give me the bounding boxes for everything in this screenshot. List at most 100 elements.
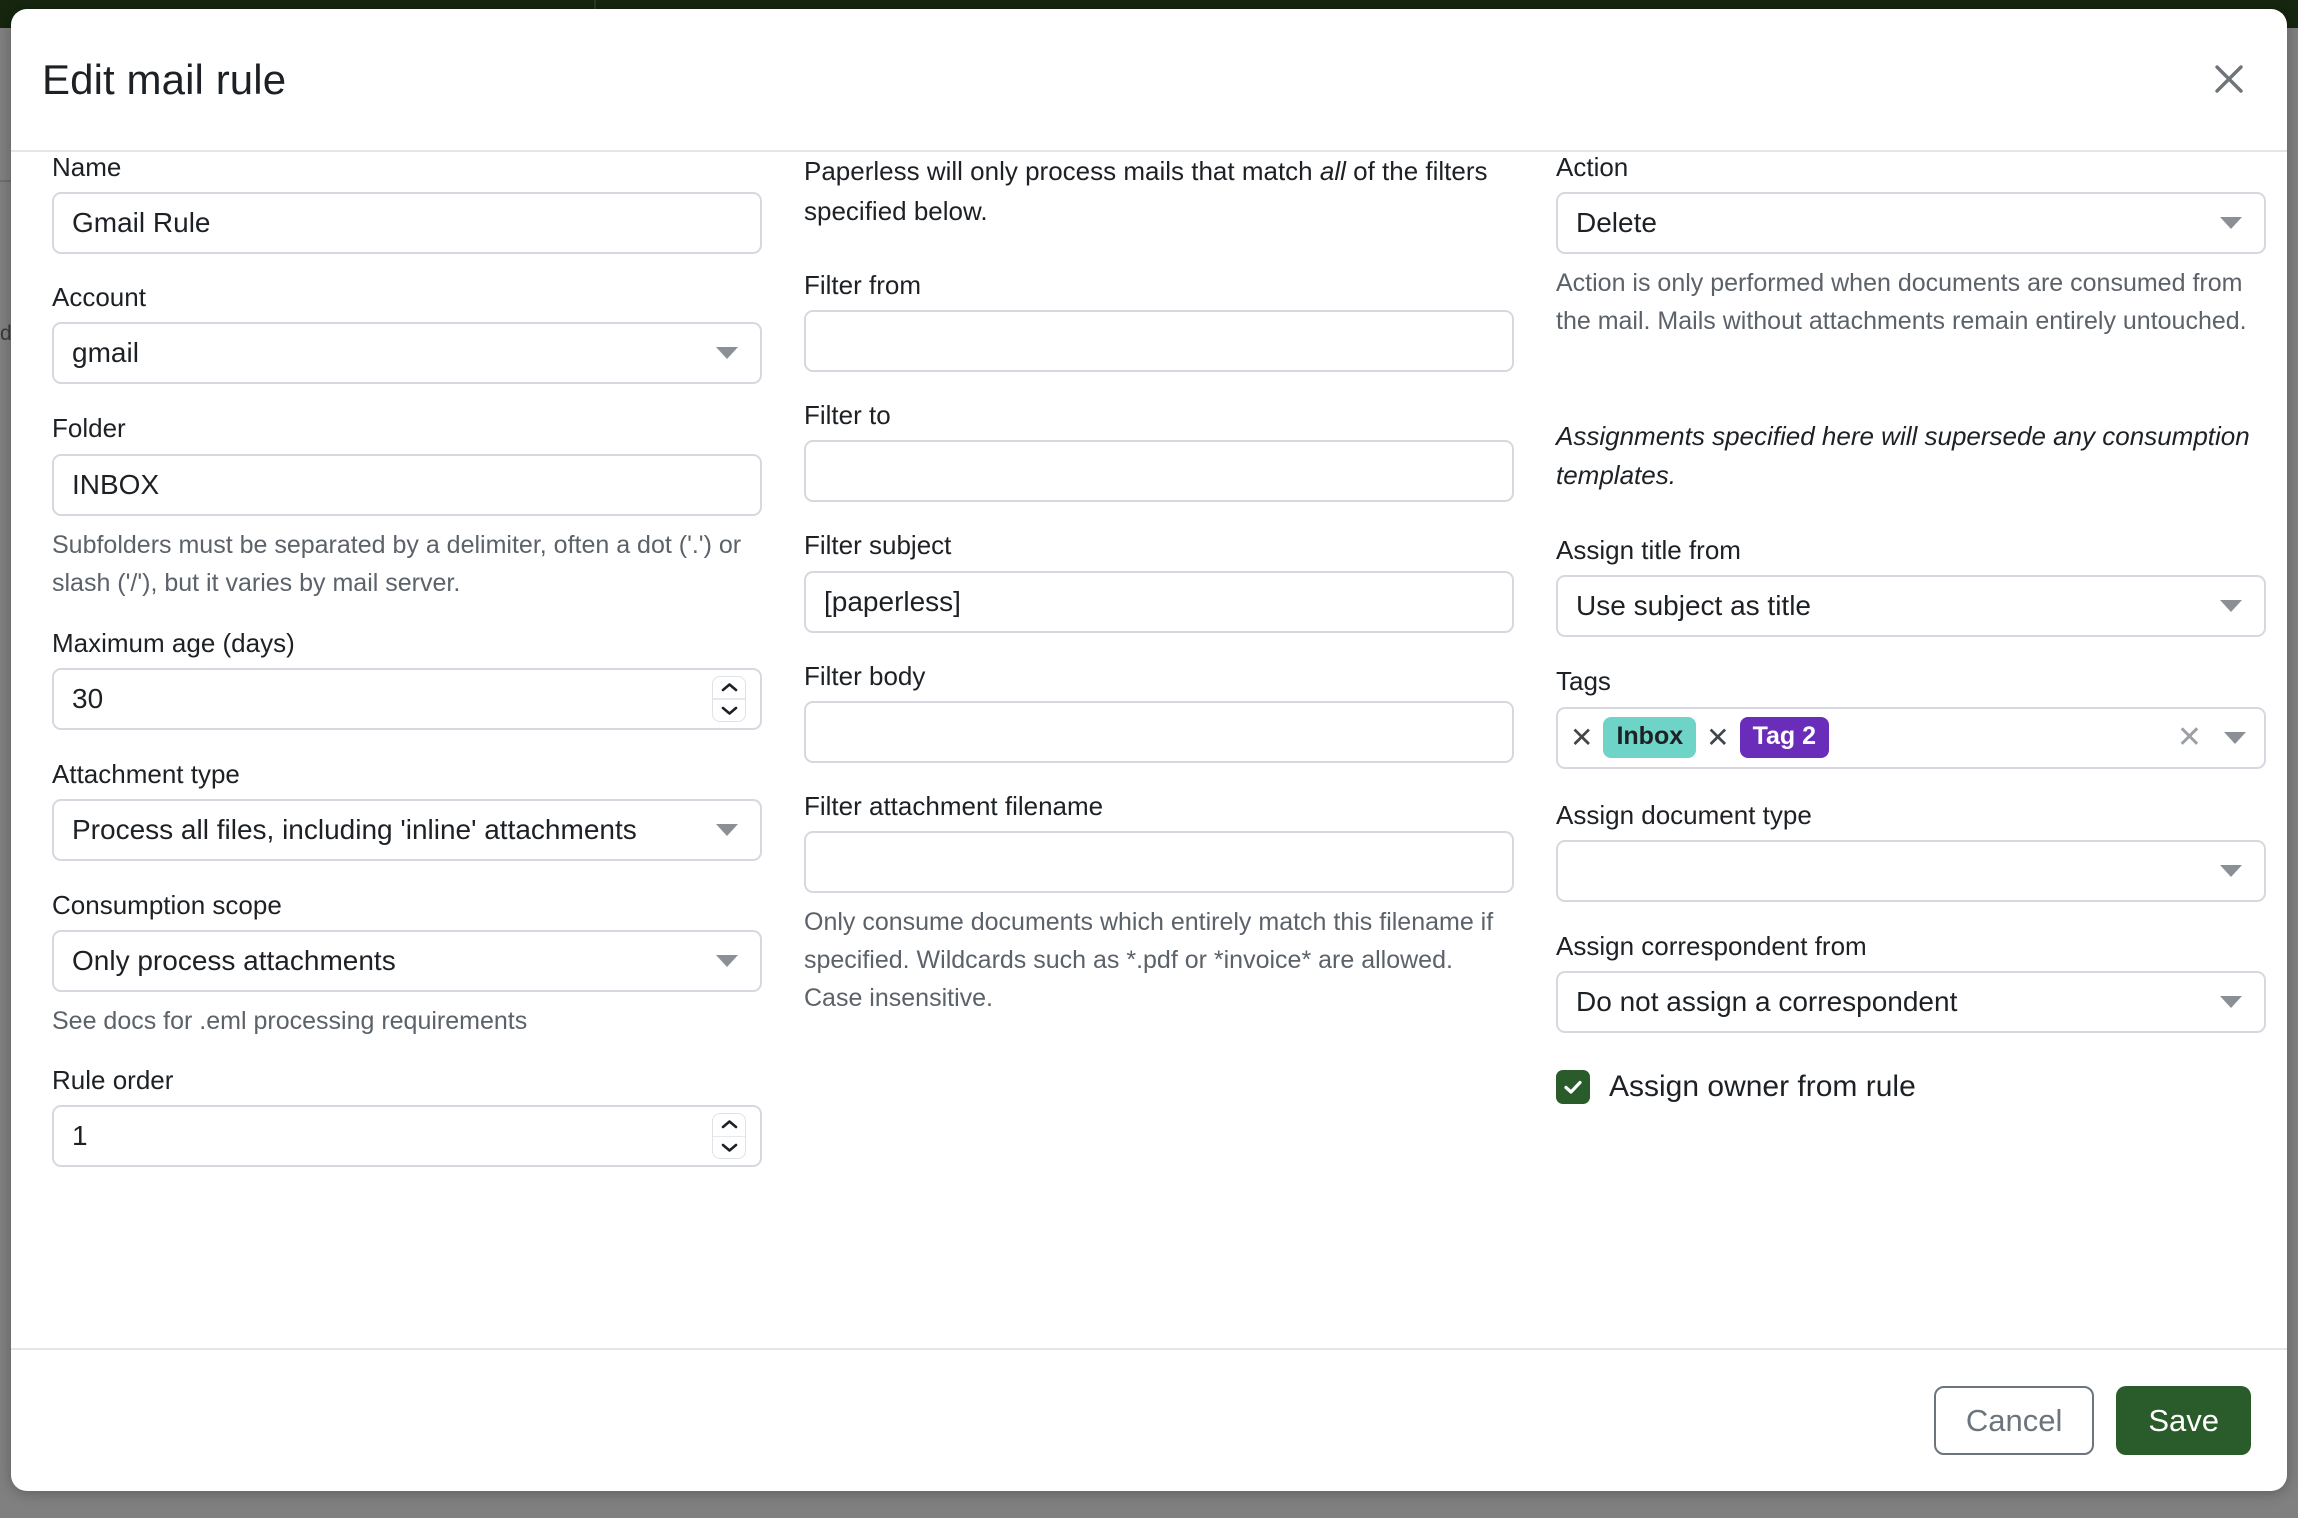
folder-hint: Subfolders must be separated by a delimi… (52, 530, 742, 597)
filters-intro-after: of the filters specified below. (804, 156, 1488, 226)
tags-label: Tags (1556, 666, 1611, 697)
consumption-scope-label: Consumption scope (52, 889, 282, 920)
folder-input[interactable]: INBOX (52, 453, 762, 516)
dialog-body: Name Gmail Rule Account gmail Folder INB… (11, 152, 2287, 1348)
assign-title-from-value: Use subject as title (1576, 590, 1811, 622)
tag-item: ✕ Inbox (1570, 717, 1697, 758)
assign-correspondent-from-label: Assign correspondent from (1556, 930, 1867, 961)
filter-attachment-filename-hint: Only consume documents which entirely ma… (804, 907, 1494, 1012)
backdrop-line (0, 180, 11, 182)
chevron-up-icon[interactable] (721, 1114, 738, 1135)
rule-order-label: Rule order (52, 1065, 174, 1096)
field-account: Account gmail (52, 282, 762, 385)
tags-input[interactable]: ✕ Inbox ✕ Tag 2 ✕ (1556, 706, 2266, 769)
column-left: Name Gmail Rule Account gmail Folder INB… (52, 152, 762, 1168)
field-assign-document-type: Assign document type (1556, 800, 2266, 902)
assign-document-type-select[interactable] (1556, 839, 2266, 902)
column-right: Action Delete Action is only performed w… (1556, 152, 2266, 1104)
chevron-down-icon[interactable] (721, 1137, 738, 1158)
chevron-down-icon (2220, 217, 2242, 230)
tags-actions: ✕ (2176, 720, 2246, 754)
field-assign-correspondent-from: Assign correspondent from Do not assign … (1556, 931, 2266, 1033)
action-select[interactable]: Delete (1556, 192, 2266, 255)
filters-intro: Paperless will only process mails that m… (804, 152, 1514, 231)
maximum-age-stepper[interactable] (712, 675, 746, 722)
field-filter-from: Filter from (804, 270, 1514, 373)
filter-from-input[interactable] (804, 310, 1514, 373)
stepper-divider (713, 698, 745, 700)
stepper-divider (713, 1135, 745, 1138)
field-filter-attachment-filename: Filter attachment filename Only consume … (804, 791, 1514, 1017)
edit-mail-rule-dialog: Edit mail rule Name Gmail Rule Account g… (11, 9, 2287, 1491)
attachment-type-select[interactable]: Process all files, including 'inline' at… (52, 798, 762, 861)
field-tags: Tags ✕ Inbox ✕ Tag 2 ✕ (1556, 666, 2266, 769)
chevron-up-icon[interactable] (721, 677, 738, 698)
account-value: gmail (72, 337, 139, 369)
assign-correspondent-from-value: Do not assign a correspondent (1576, 985, 1958, 1017)
field-filter-subject: Filter subject [paperless] (804, 530, 1514, 633)
clear-icon[interactable]: ✕ (2176, 720, 2202, 754)
rule-order-input[interactable]: 1 (52, 1105, 762, 1168)
rule-order-stepper[interactable] (712, 1113, 746, 1160)
dialog-footer: Cancel Save (11, 1348, 2287, 1491)
account-label: Account (52, 282, 146, 313)
filter-subject-input[interactable]: [paperless] (804, 570, 1514, 633)
tag-chip[interactable]: Tag 2 (1739, 717, 1830, 758)
field-attachment-type: Attachment type Process all files, inclu… (52, 759, 762, 861)
consumption-scope-select[interactable]: Only process attachments (52, 930, 762, 993)
field-name: Name Gmail Rule (52, 152, 762, 255)
chevron-down-icon (716, 955, 738, 968)
field-folder: Folder INBOX Subfolders must be separate… (52, 413, 762, 601)
chevron-down-icon[interactable] (2224, 731, 2246, 744)
action-hint: Action is only performed when documents … (1556, 269, 2247, 336)
filter-from-label: Filter from (804, 270, 921, 301)
filter-subject-label: Filter subject (804, 530, 952, 561)
filters-intro-before: Paperless will only process mails that m… (804, 156, 1320, 186)
check-icon (1564, 1080, 1582, 1094)
folder-label: Folder (52, 413, 126, 444)
filter-body-input[interactable] (804, 700, 1514, 763)
assign-correspondent-from-select[interactable]: Do not assign a correspondent (1556, 970, 2266, 1033)
filter-to-input[interactable] (804, 440, 1514, 503)
name-input[interactable]: Gmail Rule (52, 192, 762, 255)
assignments-note: Assignments specified here will supersed… (1556, 421, 2250, 491)
assign-owner-checkbox[interactable] (1556, 1069, 1590, 1104)
maximum-age-input[interactable]: 30 (52, 667, 762, 730)
tag-chip[interactable]: Inbox (1603, 717, 1697, 758)
page-title: Edit mail rule (42, 56, 287, 103)
attachment-type-value: Process all files, including 'inline' at… (72, 813, 637, 845)
field-maximum-age: Maximum age (days) 30 (52, 628, 762, 730)
chevron-down-icon (716, 823, 738, 836)
column-middle: Paperless will only process mails that m… (804, 152, 1514, 1017)
name-label: Name (52, 152, 122, 182)
maximum-age-label: Maximum age (days) (52, 627, 295, 658)
filters-intro-emphasis: all (1319, 156, 1346, 186)
chevron-down-icon[interactable] (721, 700, 738, 721)
chevron-down-icon (2220, 995, 2242, 1008)
chevron-down-icon (2220, 864, 2242, 877)
backdrop-text: d (0, 322, 12, 345)
remove-tag-icon[interactable]: ✕ (1706, 721, 1730, 753)
remove-tag-icon[interactable]: ✕ (1570, 721, 1594, 753)
account-select[interactable]: gmail (52, 322, 762, 385)
assign-document-type-label: Assign document type (1556, 799, 1812, 830)
attachment-type-label: Attachment type (52, 758, 240, 789)
consumption-scope-value: Only process attachments (72, 945, 396, 977)
chevron-down-icon (716, 347, 738, 360)
field-action: Action Delete Action is only performed w… (1556, 152, 2266, 340)
field-filter-body: Filter body (804, 661, 1514, 763)
field-rule-order: Rule order 1 (52, 1065, 762, 1168)
close-icon[interactable] (2201, 51, 2257, 107)
dialog-header: Edit mail rule (11, 9, 2287, 152)
save-button[interactable]: Save (2116, 1386, 2251, 1455)
assign-owner-checkbox-row[interactable]: Assign owner from rule (1556, 1069, 2266, 1104)
assign-title-from-select[interactable]: Use subject as title (1556, 575, 2266, 638)
consumption-scope-hint: See docs for .eml processing requirement… (52, 1007, 528, 1036)
field-assign-title-from: Assign title from Use subject as title (1556, 535, 2266, 638)
field-consumption-scope: Consumption scope Only process attachmen… (52, 890, 762, 1040)
assign-owner-label: Assign owner from rule (1609, 1069, 1916, 1103)
action-value: Delete (1576, 207, 1657, 239)
tag-item: ✕ Tag 2 (1706, 717, 1830, 758)
cancel-button[interactable]: Cancel (1933, 1386, 2095, 1455)
filter-attachment-filename-input[interactable] (804, 830, 1514, 893)
